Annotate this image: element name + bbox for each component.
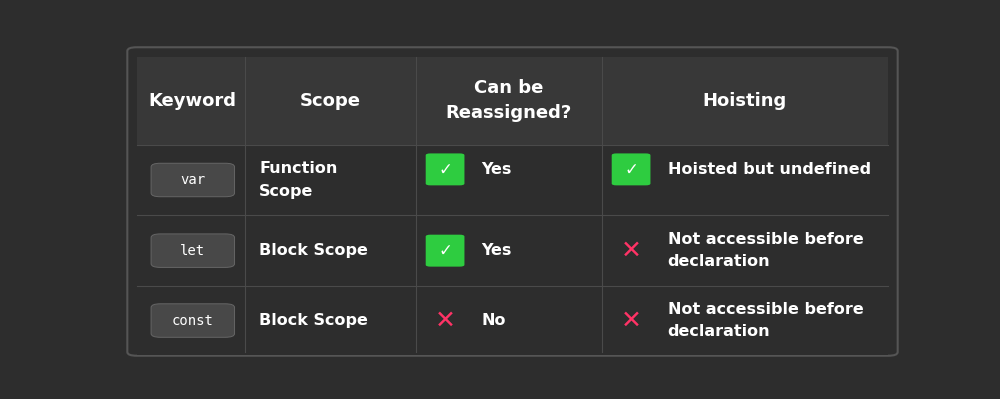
FancyBboxPatch shape	[151, 163, 235, 197]
Text: Block Scope: Block Scope	[259, 313, 368, 328]
Text: Hoisted but undefined: Hoisted but undefined	[668, 162, 871, 177]
Text: Scope: Scope	[300, 92, 361, 110]
Bar	[137, 57, 888, 145]
FancyBboxPatch shape	[612, 153, 650, 186]
Bar	[137, 215, 888, 286]
Text: Can be
Reassigned?: Can be Reassigned?	[446, 79, 572, 122]
Text: const: const	[172, 314, 214, 328]
Text: Function
Scope: Function Scope	[259, 161, 337, 199]
Text: var: var	[180, 173, 205, 187]
Text: Not accessible before
declaration: Not accessible before declaration	[668, 302, 863, 339]
Bar	[137, 145, 888, 215]
Text: Not accessible before
declaration: Not accessible before declaration	[668, 232, 863, 269]
Text: Yes: Yes	[482, 162, 512, 177]
FancyBboxPatch shape	[151, 234, 235, 267]
Text: Keyword: Keyword	[149, 92, 237, 110]
FancyBboxPatch shape	[151, 304, 235, 337]
FancyBboxPatch shape	[127, 47, 898, 356]
Text: Hoisting: Hoisting	[703, 92, 787, 110]
Bar	[137, 286, 888, 355]
Text: ✕: ✕	[621, 308, 642, 332]
Text: No: No	[482, 313, 506, 328]
Text: Yes: Yes	[482, 243, 512, 258]
Text: let: let	[180, 244, 205, 258]
Text: ✓: ✓	[624, 160, 638, 178]
Text: Block Scope: Block Scope	[259, 243, 368, 258]
FancyBboxPatch shape	[426, 153, 464, 186]
FancyBboxPatch shape	[426, 235, 464, 267]
Text: ✓: ✓	[438, 160, 452, 178]
Text: ✓: ✓	[438, 242, 452, 260]
Text: ✕: ✕	[435, 308, 456, 332]
Text: ✕: ✕	[621, 239, 642, 263]
